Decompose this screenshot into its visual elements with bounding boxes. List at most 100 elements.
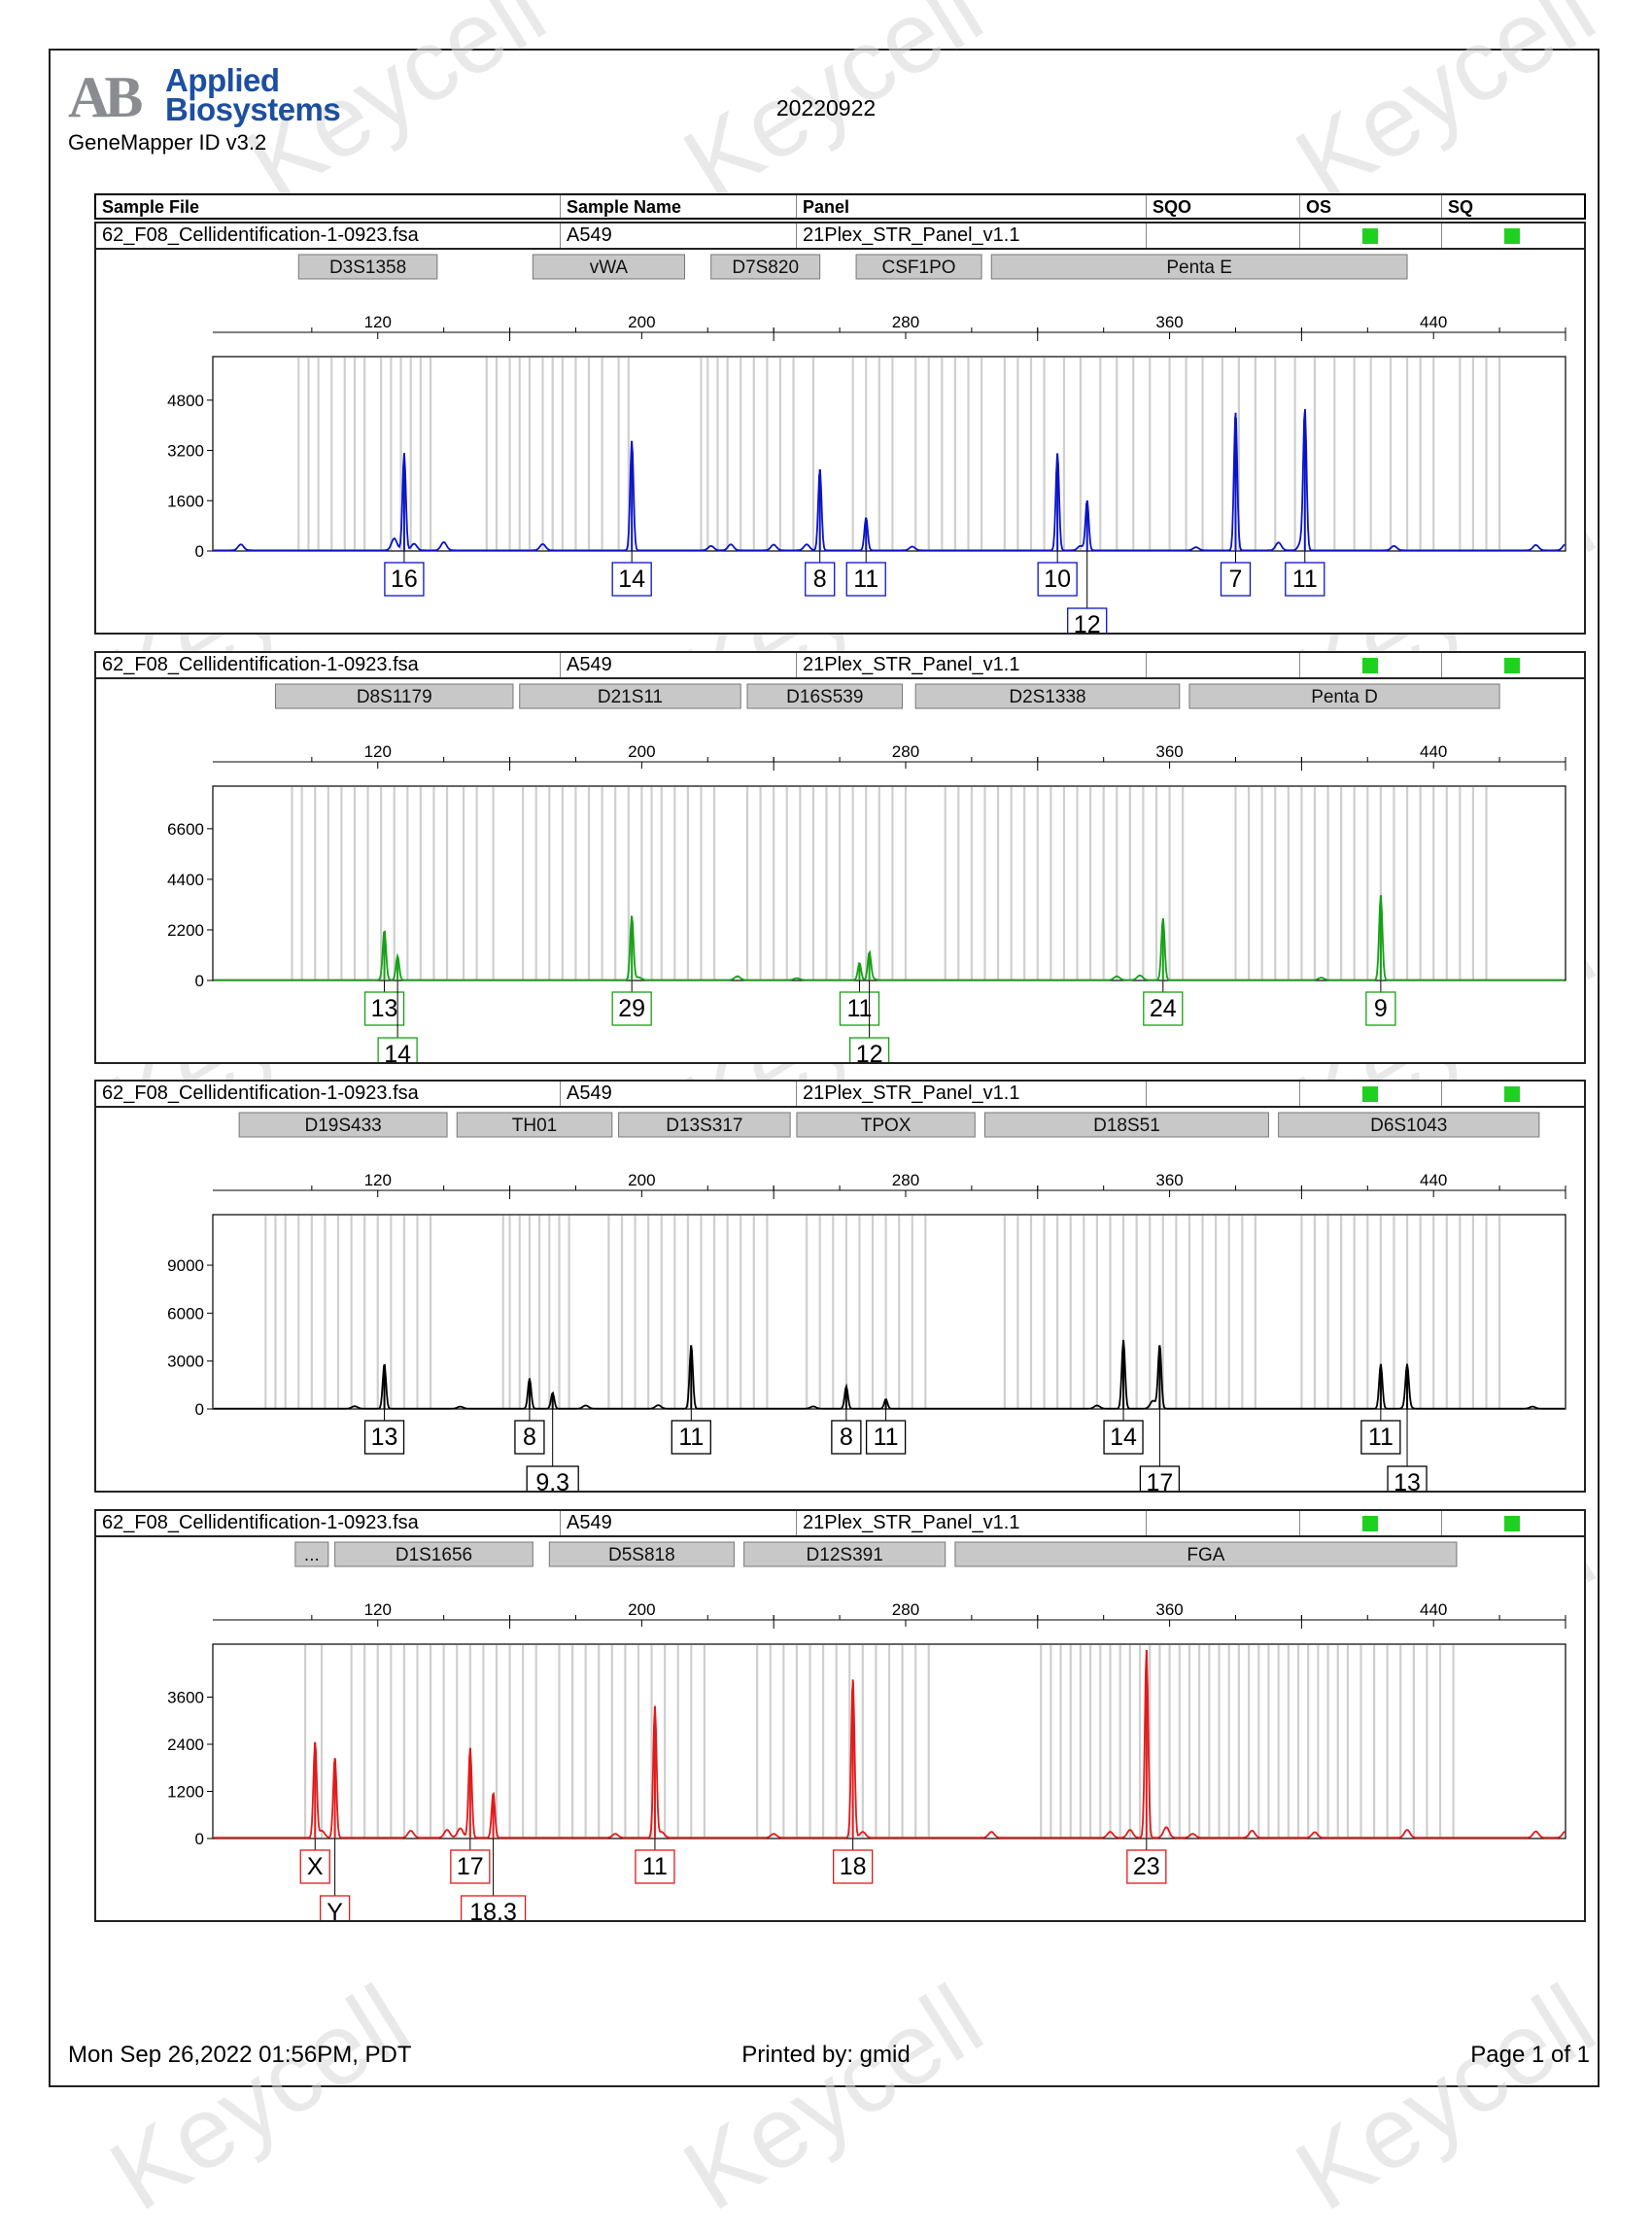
allele-call[interactable]: 12 (848, 952, 890, 1062)
allele-label-box (377, 1037, 418, 1062)
allele-label: 8 (523, 1424, 536, 1451)
allele-call[interactable]: 13 (363, 1363, 405, 1455)
allele-call[interactable]: 11 (1360, 1363, 1401, 1455)
signal-trace (214, 408, 1566, 552)
allele-call[interactable]: 16 (384, 453, 425, 597)
allele-call[interactable]: 11 (865, 1399, 907, 1455)
locus-marker[interactable]: D12S391 (743, 1541, 946, 1567)
allele-label: 9 (1374, 995, 1388, 1022)
x-tick-label: 200 (628, 742, 655, 761)
allele-call[interactable]: 11 (839, 963, 880, 1026)
locus-marker[interactable]: D8S1179 (275, 683, 514, 709)
allele-label: 13 (371, 1424, 398, 1451)
allele-label-box (611, 991, 652, 1026)
allele-call[interactable]: X (299, 1741, 330, 1884)
sample-name-cell: A549 (567, 1512, 612, 1533)
allele-label: 10 (1044, 566, 1071, 593)
y-tick-label: 4400 (167, 871, 204, 889)
allele-label-box (450, 1849, 491, 1884)
bin-lines (291, 787, 1488, 980)
locus-name: D6S1043 (1370, 1116, 1447, 1136)
allele-call[interactable]: 24 (1143, 918, 1184, 1026)
x-axis: 120 200 280 360 440 (213, 1600, 1566, 1629)
allele-call[interactable]: 29 (611, 915, 652, 1026)
locus-marker[interactable]: CSF1PO (855, 254, 982, 280)
sample-file-cell: 62_F08_Cellidentification-1-0923.fsa (102, 654, 419, 675)
locus-name: FGA (1187, 1545, 1224, 1565)
print-timestamp: Mon Sep 26,2022 01:56PM, PDT (68, 2042, 412, 2068)
allele-call[interactable]: 17 (450, 1748, 491, 1884)
allele-call[interactable]: 11 (671, 1345, 711, 1455)
allele-call[interactable]: 18.3 (460, 1793, 527, 1920)
locus-marker[interactable]: D1S1656 (334, 1541, 533, 1567)
allele-call[interactable]: 8 (805, 468, 836, 597)
allele-label: Y (327, 1899, 343, 1920)
locus-marker[interactable]: Penta D (1188, 683, 1500, 709)
allele-call[interactable]: 11 (635, 1706, 675, 1884)
locus-marker[interactable]: vWA (532, 254, 686, 280)
sample-table-header: Sample File Sample Name Panel SQO OS SQ (94, 193, 1586, 220)
allele-call[interactable]: 14 (1103, 1340, 1144, 1455)
locus-marker[interactable]: D21S11 (519, 683, 741, 709)
allele-call[interactable]: 14 (611, 440, 652, 597)
allele-label: 18.3 (469, 1899, 517, 1920)
allele-call[interactable]: 13 (363, 932, 405, 1026)
col-sample-name: Sample Name (567, 197, 682, 217)
locus-marker[interactable]: D16S539 (746, 683, 904, 709)
locus-marker[interactable]: ... (294, 1541, 329, 1567)
locus-marker[interactable]: D13S317 (618, 1112, 791, 1138)
allele-call[interactable]: 18 (833, 1679, 874, 1884)
allele-label-box (635, 1849, 675, 1884)
x-tick-label: 120 (364, 1600, 392, 1619)
allele-label: 11 (853, 566, 878, 593)
allele-call[interactable]: Y (319, 1758, 351, 1920)
x-tick-label: 280 (892, 1171, 919, 1189)
sample-row[interactable]: 62_F08_Cellidentification-1-0923.fsa A549… (96, 1082, 1584, 1108)
sample-row[interactable]: 62_F08_Cellidentification-1-0923.fsa A549… (96, 1511, 1584, 1537)
allele-call[interactable]: 11 (845, 518, 886, 597)
locus-marker[interactable]: Penta E (990, 254, 1408, 280)
allele-call[interactable]: 7 (1220, 412, 1252, 597)
allele-call[interactable]: 14 (377, 956, 418, 1062)
allele-call[interactable]: 8 (514, 1378, 545, 1455)
locus-marker[interactable]: TPOX (796, 1112, 976, 1138)
sq-quality-flag (1504, 658, 1520, 673)
panel-name-cell: 21Plex_STR_Panel_v1.1 (803, 224, 1020, 246)
locus-name: CSF1PO (882, 258, 956, 278)
allele-call[interactable]: 17 (1139, 1345, 1181, 1491)
allele-call[interactable]: 8 (831, 1386, 862, 1455)
locus-name: ... (304, 1545, 320, 1565)
allele-call[interactable]: 13 (1387, 1368, 1428, 1491)
locus-marker[interactable]: FGA (954, 1541, 1458, 1567)
allele-label: 12 (1074, 611, 1101, 633)
locus-marker[interactable]: D5S818 (548, 1541, 735, 1567)
allele-label-box (839, 991, 880, 1026)
sample-row[interactable]: 62_F08_Cellidentification-1-0923.fsa A549… (96, 653, 1584, 679)
allele-call[interactable]: 10 (1037, 453, 1078, 597)
sample-name-cell: A549 (567, 654, 612, 675)
x-tick-label: 360 (1155, 1600, 1183, 1619)
allele-call[interactable]: 9.3 (526, 1392, 579, 1491)
allele-call[interactable]: 11 (1285, 412, 1325, 597)
allele-call[interactable]: 9 (1365, 895, 1396, 1026)
allele-call[interactable]: 23 (1126, 1650, 1167, 1884)
allele-label: 11 (1292, 566, 1318, 593)
dye-panel: 62_F08_Cellidentification-1-0923.fsa A549… (94, 651, 1586, 1064)
locus-marker[interactable]: D7S820 (710, 254, 821, 280)
locus-name: Penta D (1311, 687, 1378, 707)
allele-label: 13 (371, 995, 398, 1022)
locus-marker[interactable]: D2S1338 (914, 683, 1181, 709)
x-tick-label: 200 (628, 1171, 655, 1189)
y-tick-label: 6000 (167, 1304, 204, 1323)
sample-row[interactable]: 62_F08_Cellidentification-1-0923.fsa A549… (96, 223, 1584, 250)
locus-marker[interactable]: D18S51 (983, 1112, 1269, 1138)
allele-label-box (1360, 1420, 1401, 1455)
x-tick-label: 120 (364, 1171, 392, 1189)
allele-call[interactable]: 12 (1067, 500, 1108, 633)
locus-marker[interactable]: D3S1358 (297, 254, 438, 280)
locus-marker[interactable]: TH01 (456, 1112, 613, 1138)
locus-marker[interactable]: D19S433 (238, 1112, 448, 1138)
locus-marker[interactable]: D6S1043 (1278, 1112, 1540, 1138)
